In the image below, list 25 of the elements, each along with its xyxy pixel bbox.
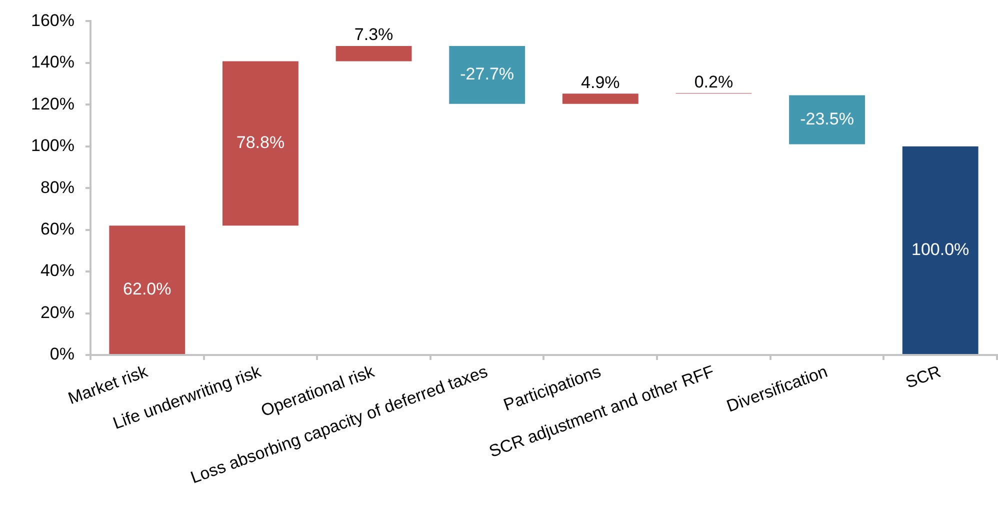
data-label: 4.9% [581,72,620,92]
y-tick-label: 40% [40,261,74,280]
y-tick-label: 140% [30,52,74,72]
y-tick-label: 160% [30,10,74,30]
data-label: -23.5% [800,109,854,128]
bar [222,61,298,226]
data-label: 62.0% [123,280,172,299]
data-label: 7.3% [354,25,394,44]
bar [109,226,186,354]
bar [336,46,412,62]
bar [449,46,526,104]
y-tick-label: 120% [30,94,74,114]
data-label: 0.2% [694,72,734,92]
data-label: -27.7% [460,64,514,84]
y-tick-label: 60% [40,220,74,239]
bar [902,146,978,354]
y-tick-label: 0% [50,344,74,364]
y-tick-label: 80% [40,178,74,197]
y-tick-label: 20% [40,302,74,322]
y-tick-label: 100% [30,136,74,156]
bar [562,94,638,104]
x-tick-label: SCR [903,362,944,392]
bar [789,95,865,144]
data-label: 100.0% [912,240,970,259]
data-label: 78.8% [236,133,285,152]
